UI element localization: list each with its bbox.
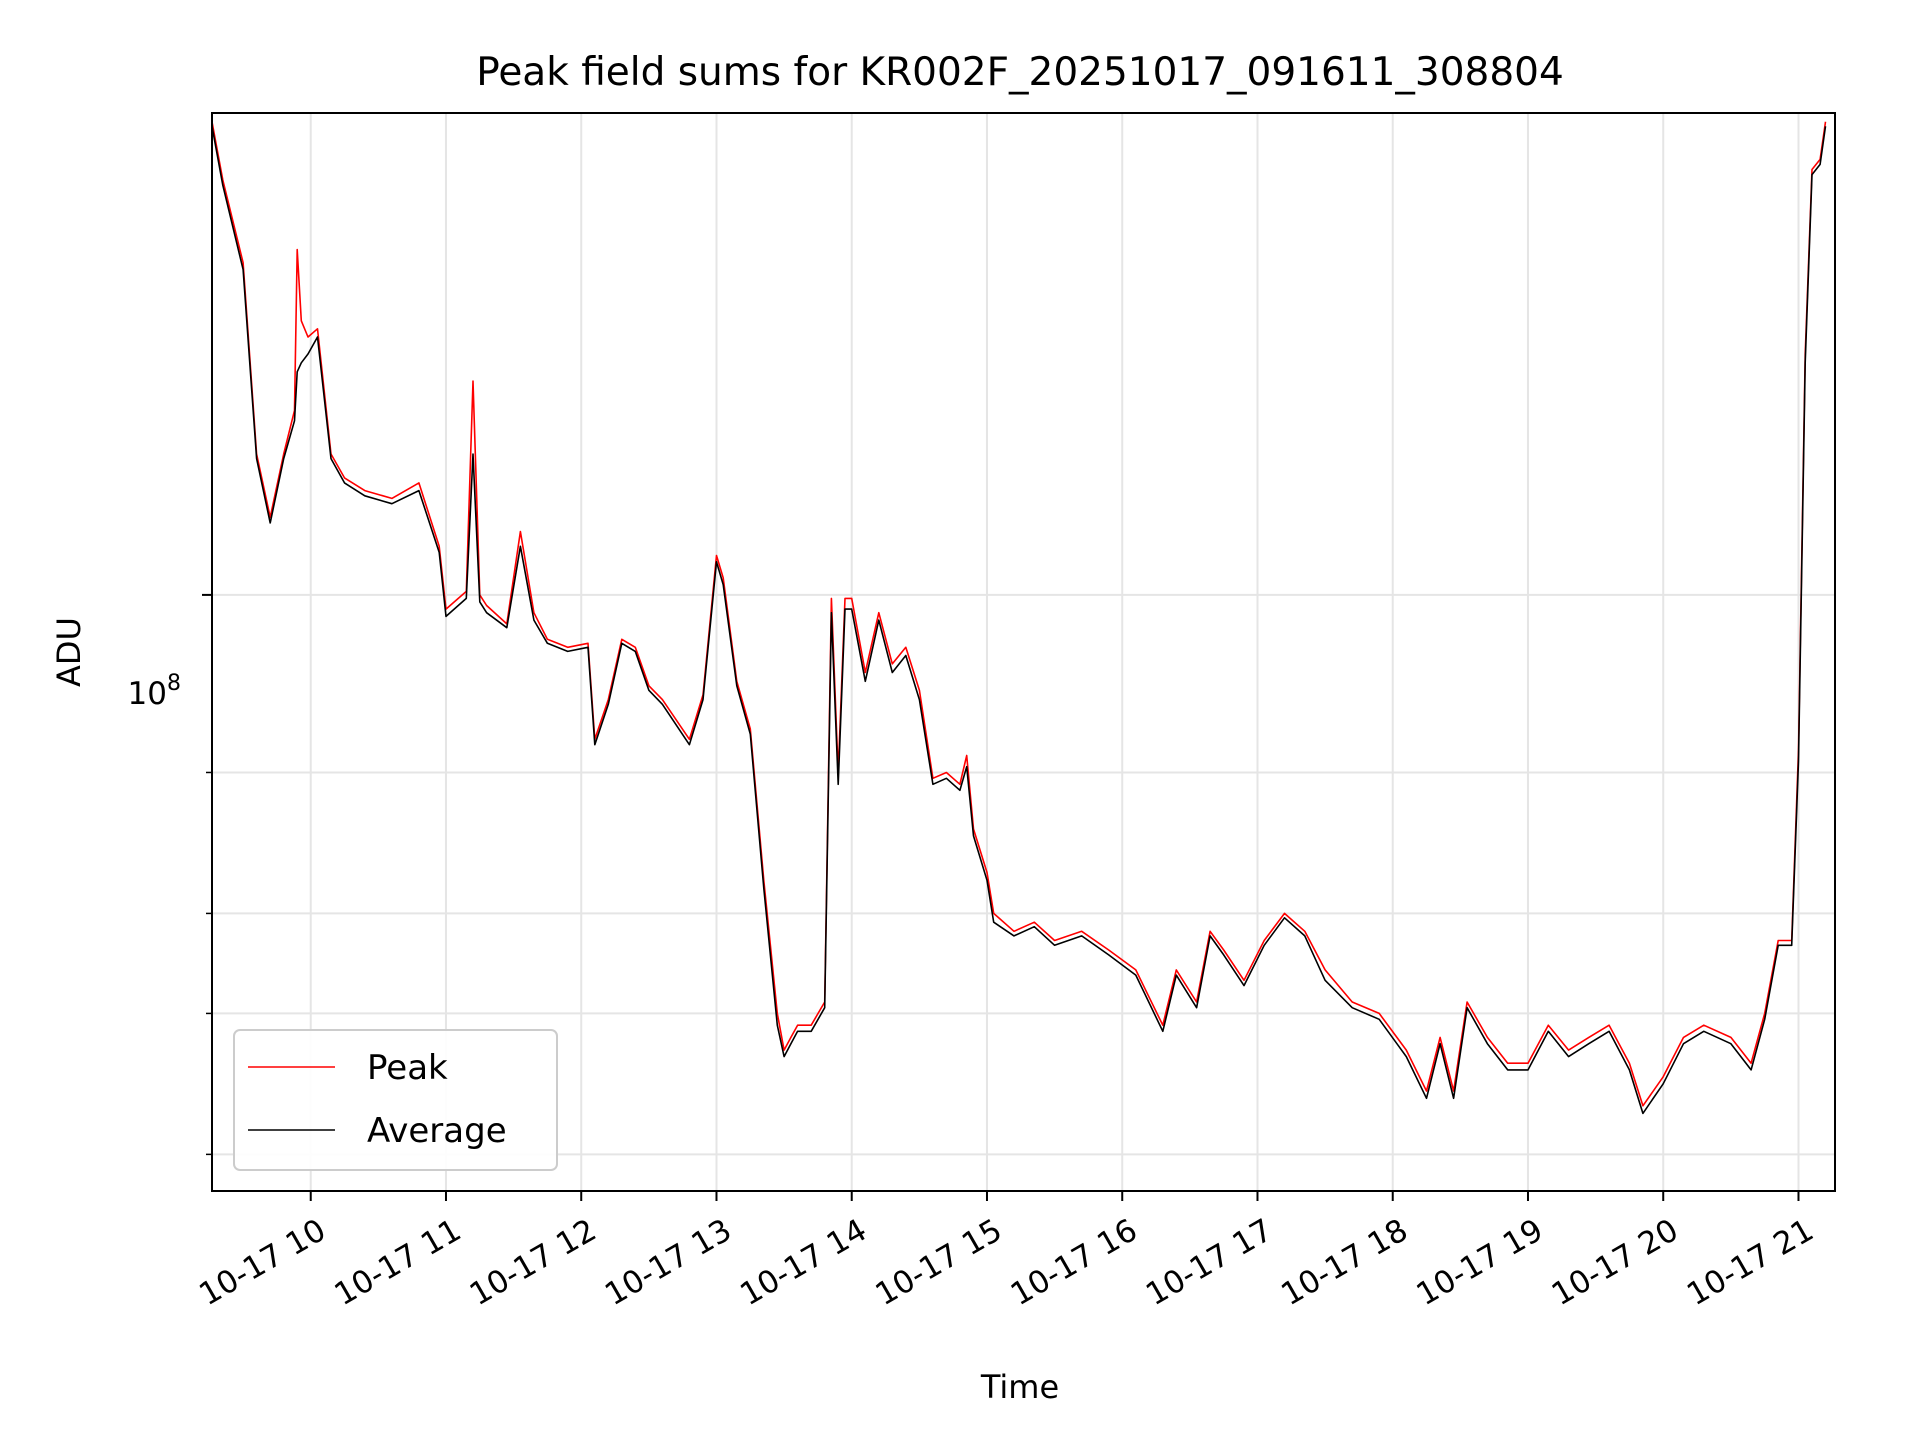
x-axis-label: Time — [980, 1368, 1059, 1406]
series-line-peak — [211, 121, 1827, 1107]
plot-frame — [211, 112, 1836, 1192]
legend-box — [233, 1029, 558, 1171]
y-axis-label: ADU — [50, 617, 88, 687]
y-axis-ticks: 108 — [128, 593, 212, 1156]
legend: Peak Average — [233, 1029, 558, 1171]
legend-label-average: Average — [367, 1111, 507, 1151]
legend-label-peak: Peak — [367, 1048, 448, 1088]
series-layer — [211, 121, 1827, 1115]
y-tick-label-major: 108 — [128, 671, 181, 712]
y-tick-label-exponent: 8 — [167, 671, 181, 696]
grid-lines — [212, 113, 1835, 1191]
chart-title: Peak field sums for KR002F_20251017_0916… — [476, 50, 1564, 95]
series-line-average — [211, 126, 1827, 1115]
y-tick-label-base: 10 — [128, 676, 167, 712]
